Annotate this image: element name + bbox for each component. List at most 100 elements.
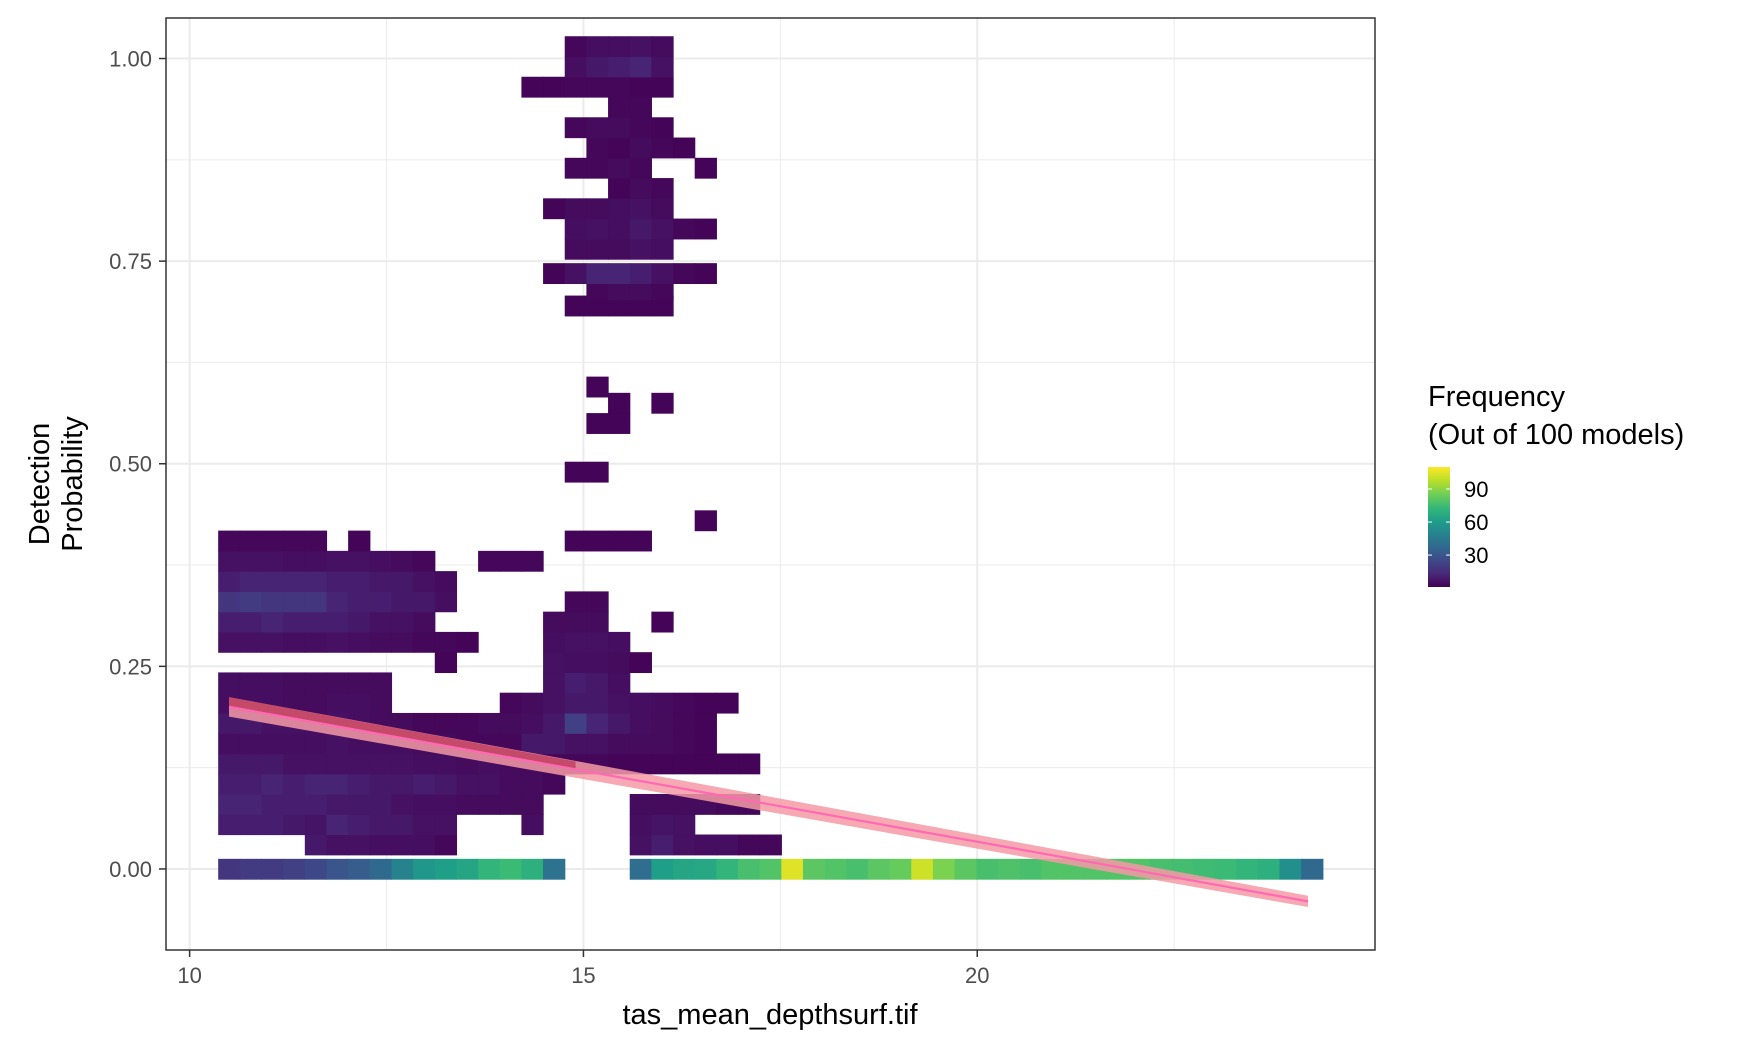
heatmap-tile (954, 858, 977, 880)
heatmap-tile (218, 591, 241, 613)
heatmap-tile (673, 712, 696, 734)
heatmap-tile (499, 712, 523, 734)
heatmap-tile (478, 773, 501, 795)
heatmap-tile (651, 392, 674, 414)
heatmap-tile (218, 753, 241, 775)
heatmap-tile (326, 858, 349, 880)
heatmap-tile (369, 631, 393, 653)
x-tick-label: 10 (177, 963, 201, 988)
heatmap-tile (543, 652, 566, 674)
heatmap-tile (651, 263, 674, 285)
heatmap-tile (716, 858, 739, 880)
heatmap-tile (499, 692, 523, 714)
heatmap-tile (629, 712, 652, 734)
heatmap-tile (413, 611, 436, 633)
heatmap-tile (348, 631, 371, 653)
heatmap-tile (759, 834, 782, 856)
heatmap-tile (261, 611, 284, 633)
heatmap-tile (651, 137, 674, 159)
heatmap-tile (564, 218, 587, 240)
heatmap-tile (326, 773, 349, 795)
heatmap-tile (564, 295, 587, 317)
heatmap-tile (564, 652, 587, 674)
heatmap-tile (348, 692, 371, 714)
heatmap-tile (261, 550, 284, 572)
heatmap-tile (434, 793, 458, 815)
fit-line (228, 705, 1309, 903)
heatmap-tile (391, 858, 414, 880)
heatmap-tile (521, 712, 544, 734)
heatmap-tile (434, 591, 458, 613)
heatmap-tile (586, 117, 609, 139)
heatmap-tile (348, 571, 371, 592)
heatmap-tile (673, 793, 696, 815)
heatmap-tile (889, 858, 912, 880)
heatmap-tile (694, 858, 717, 880)
heatmap-tile (586, 56, 609, 78)
heatmap-tile (673, 858, 696, 880)
heatmap-tile (304, 733, 328, 755)
heatmap-tile (434, 814, 458, 836)
heatmap-tile (391, 773, 414, 795)
heatmap-tile (1257, 858, 1281, 880)
heatmap-tile (413, 631, 436, 653)
heatmap-tile (608, 652, 631, 674)
heatmap-tile (261, 733, 284, 755)
heatmap-tile (694, 733, 717, 755)
heatmap-tile (781, 858, 804, 880)
heatmap-tile (651, 56, 674, 78)
heatmap-tile (478, 712, 501, 734)
heatmap-tile (239, 530, 263, 552)
heatmap-tile (673, 263, 696, 285)
y-tick-label: 0.00 (109, 857, 152, 882)
heatmap-tile (651, 295, 674, 317)
heatmap-tile (1019, 858, 1042, 880)
heatmap-tile (694, 263, 717, 285)
heatmap-tile (304, 793, 328, 815)
heatmap-tile (716, 692, 739, 714)
heatmap-tile (218, 793, 241, 815)
heatmap-tile (369, 858, 393, 880)
confidence-band-shadow (229, 697, 576, 770)
heatmap-tile (413, 712, 436, 734)
heatmap-tile (543, 773, 566, 795)
heatmap-tile (651, 117, 674, 139)
heatmap-tile (391, 631, 414, 653)
heatmap-tile (629, 530, 652, 552)
y-axis-title: Detection Probability (24, 416, 89, 552)
heatmap-tile (413, 793, 436, 815)
heatmap-tile (413, 571, 436, 592)
heatmap-tile (629, 97, 652, 118)
heatmap-tile (673, 137, 696, 159)
heatmap-tile (651, 279, 674, 301)
heatmap-tile (326, 672, 349, 694)
heatmap-tile (348, 672, 371, 694)
heatmap-tile (673, 814, 696, 836)
heatmap-tile (369, 793, 393, 815)
legend-title-line-1: Frequency (1428, 381, 1566, 413)
heatmap-tile (629, 56, 652, 78)
heatmap-tile (629, 263, 652, 285)
heatmap-tile (608, 137, 631, 159)
y-tick-label: 0.25 (109, 654, 152, 679)
heatmap-tile (651, 611, 674, 633)
heatmap-tile (283, 793, 306, 815)
heatmap-tile (651, 793, 674, 815)
heatmap-tile (218, 733, 241, 755)
heatmap-tile (651, 238, 674, 260)
heatmap-tile (218, 631, 241, 653)
heatmap-tile (261, 530, 284, 552)
heatmap-tile (586, 376, 609, 398)
heatmap-tile (283, 591, 306, 613)
heatmap-tile (1301, 858, 1324, 880)
heatmap-tile (218, 814, 241, 836)
heatmap-tile (369, 571, 393, 592)
heatmap-tile (304, 631, 328, 653)
heatmap-tile (304, 814, 328, 836)
heatmap-tile (564, 733, 587, 755)
heatmap-tile (543, 672, 566, 694)
heatmap-tile (304, 753, 328, 775)
heatmap-tile (738, 753, 761, 775)
heatmap-tile (239, 858, 263, 880)
heatmap-tile (1192, 858, 1216, 880)
